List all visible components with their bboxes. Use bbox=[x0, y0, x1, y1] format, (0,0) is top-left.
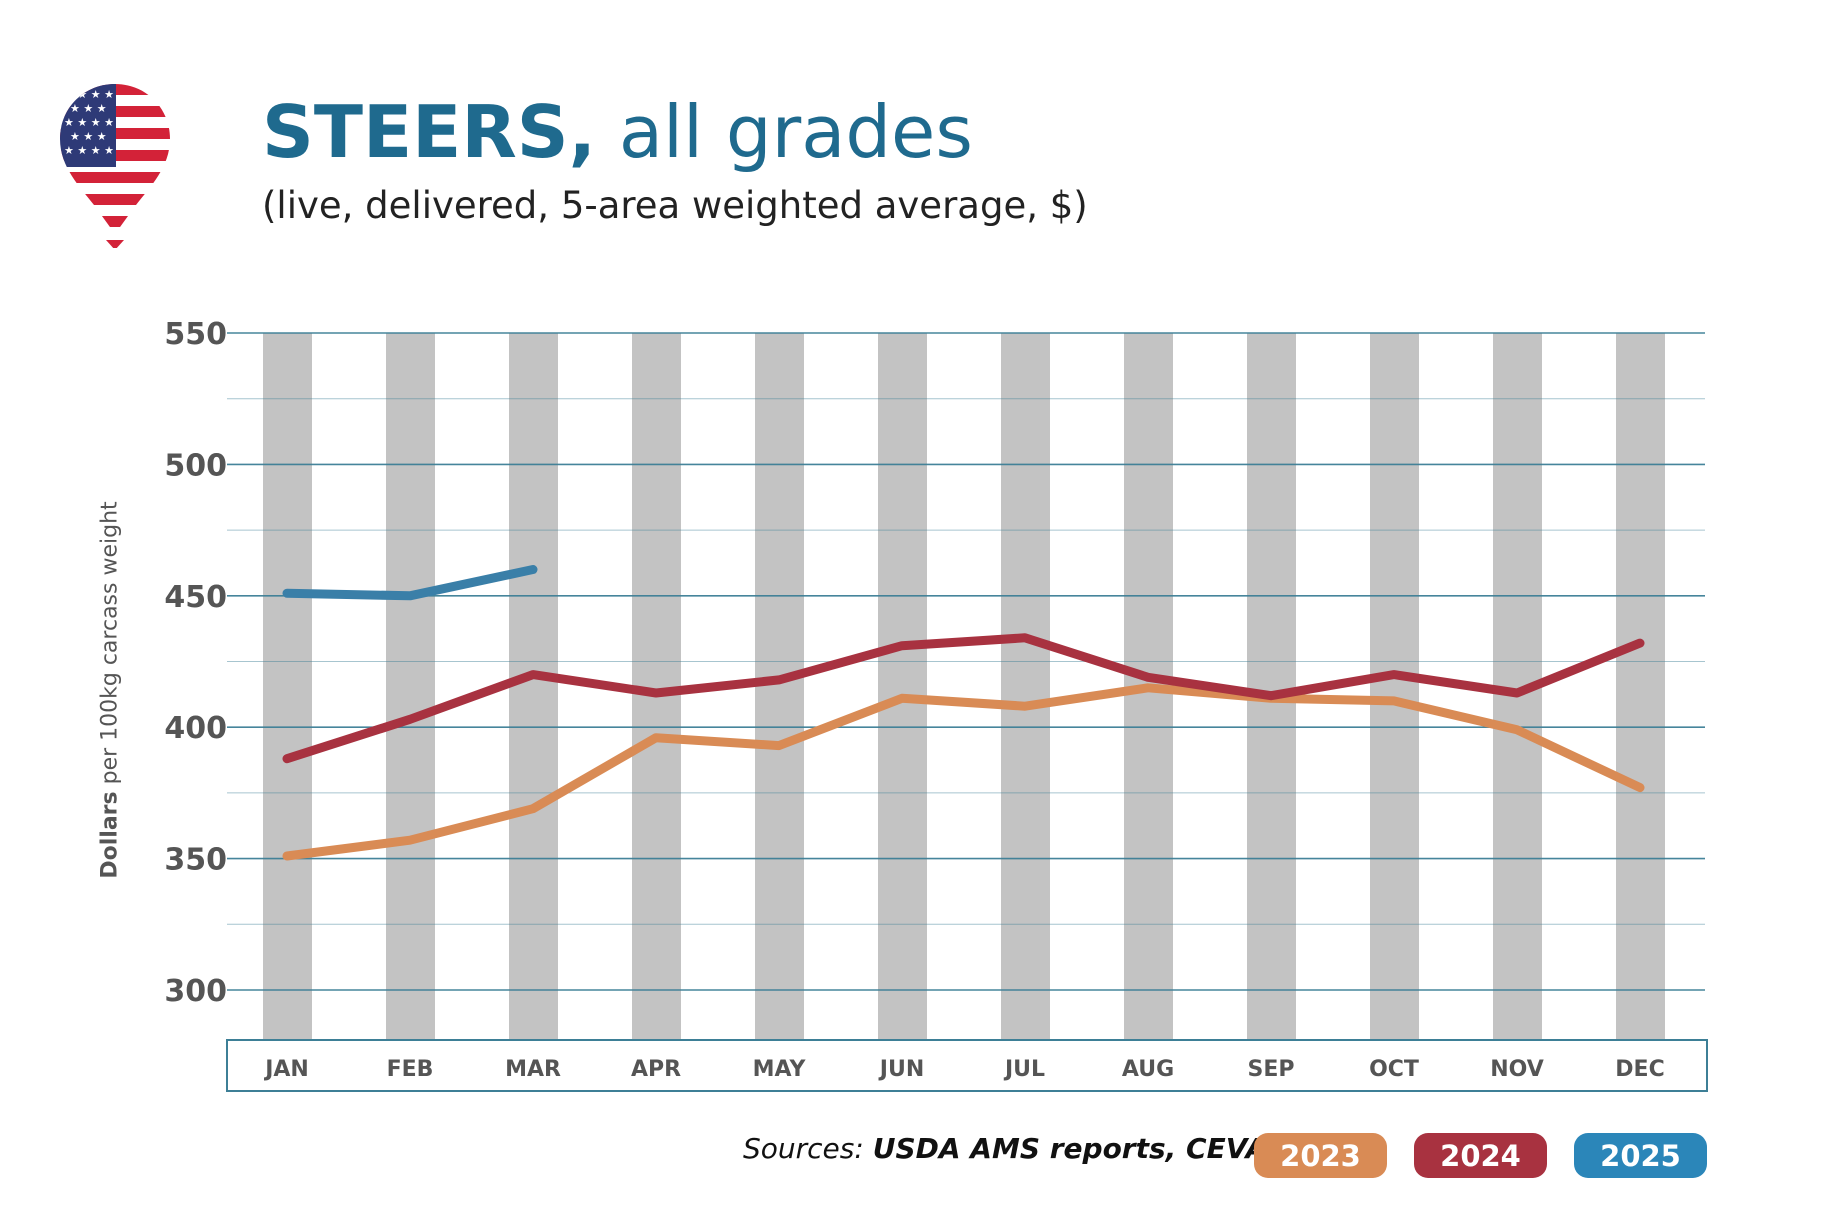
x-tick-label: FEB bbox=[387, 1057, 434, 1082]
x-tick-label: DEC bbox=[1615, 1057, 1664, 1082]
x-tick-label: JUN bbox=[878, 1057, 924, 1082]
x-tick-label: SEP bbox=[1248, 1057, 1295, 1082]
legend-2025: 2025 bbox=[1574, 1133, 1707, 1178]
x-tick-label: AUG bbox=[1122, 1057, 1174, 1082]
svg-text:★ ★ ★ ★: ★ ★ ★ ★ bbox=[64, 116, 114, 129]
chart-title: STEERS, all grades bbox=[262, 96, 973, 168]
sources-note: Sources: USDA AMS reports, CEVA bbox=[743, 1132, 1267, 1165]
y-tick-label: 550 bbox=[164, 317, 227, 352]
series-line-2025 bbox=[282, 565, 538, 601]
x-axis-box bbox=[226, 1039, 1708, 1092]
x-tick-label: JUL bbox=[1003, 1057, 1045, 1082]
x-tick-label: JAN bbox=[263, 1057, 309, 1082]
y-axis-label: Dollars per 100kg carcass weight bbox=[98, 501, 123, 878]
month-band-sep bbox=[1247, 333, 1296, 1040]
legend-2023: 2023 bbox=[1254, 1133, 1387, 1178]
month-band-oct bbox=[1370, 333, 1419, 1040]
y-tick-labels: 300 350 400 450 500 550 bbox=[164, 317, 227, 1009]
svg-text:★ ★ ★: ★ ★ ★ bbox=[70, 102, 107, 115]
series-line-2023 bbox=[282, 683, 1645, 861]
legend-2024: 2024 bbox=[1414, 1133, 1547, 1178]
x-tick-labels: JAN FEB MAR APR MAY JUN JUL AUG SEP OCT NOV DEC bbox=[263, 1057, 1665, 1082]
svg-text:★ ★ ★: ★ ★ ★ bbox=[70, 130, 107, 143]
month-band-mar bbox=[509, 333, 558, 1040]
title-bold: STEERS, bbox=[262, 90, 596, 174]
sources-prefix: Sources: bbox=[743, 1132, 873, 1165]
series-line-2024 bbox=[282, 633, 1645, 764]
series-lines bbox=[282, 565, 1645, 861]
svg-text:★ ★ ★ ★: ★ ★ ★ ★ bbox=[64, 144, 114, 157]
y-tick-label: 400 bbox=[164, 711, 227, 746]
sources-names: USDA AMS reports, CEVA bbox=[872, 1132, 1268, 1165]
month-band-dec bbox=[1616, 333, 1665, 1040]
x-tick-label: NOV bbox=[1490, 1057, 1544, 1082]
chart-subtitle: (live, delivered, 5-area weighted averag… bbox=[262, 184, 1088, 227]
x-tick-label: MAY bbox=[753, 1057, 807, 1082]
x-tick-label: APR bbox=[631, 1057, 681, 1082]
month-band-jun bbox=[878, 333, 927, 1040]
month-band-jan bbox=[263, 333, 312, 1040]
month-bands bbox=[263, 333, 1665, 1040]
y-tick-label: 500 bbox=[164, 448, 227, 483]
y-tick-label: 300 bbox=[164, 974, 227, 1009]
month-band-jul bbox=[1001, 333, 1050, 1040]
us-flag-map-pin-icon: ★ ★ ★ ★ ★ ★ ★ ★ ★ ★ ★ ★ ★ ★ ★ ★ ★ ★ bbox=[60, 84, 170, 248]
x-tick-label: MAR bbox=[505, 1057, 561, 1082]
y-axis-label-bold: Dollars bbox=[97, 791, 123, 879]
month-band-may bbox=[755, 333, 804, 1040]
title-rest: all grades bbox=[595, 90, 973, 174]
y-tick-label: 450 bbox=[164, 580, 227, 615]
x-tick-label: OCT bbox=[1369, 1057, 1419, 1082]
y-tick-label: 350 bbox=[164, 843, 227, 878]
gridlines bbox=[227, 332, 1705, 991]
month-band-feb bbox=[386, 333, 435, 1040]
y-axis-label-rest: per 100kg carcass weight bbox=[97, 501, 123, 792]
